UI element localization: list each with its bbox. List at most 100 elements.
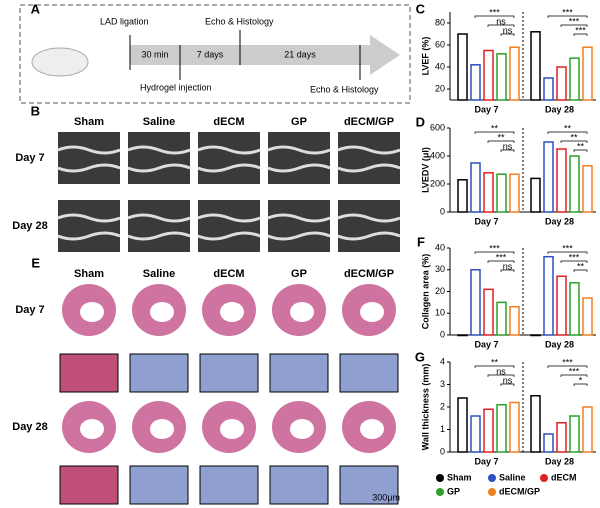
sig-label: ns bbox=[503, 25, 513, 35]
sig-bracket bbox=[500, 33, 515, 36]
heart-lumen bbox=[360, 302, 384, 322]
panel-a-box bbox=[19, 4, 411, 104]
sig-label: ** bbox=[570, 132, 578, 142]
echo-image bbox=[198, 200, 260, 252]
bar bbox=[457, 334, 468, 337]
y-tick-label: 3 bbox=[440, 379, 445, 389]
heart-lumen bbox=[220, 302, 244, 322]
sig-label: *** bbox=[575, 25, 586, 35]
group-label: Sham bbox=[74, 116, 104, 128]
group-label: dECM bbox=[213, 268, 244, 280]
group-label: Saline bbox=[143, 268, 175, 280]
bar bbox=[483, 408, 494, 453]
y-tick-label: 4 bbox=[440, 356, 445, 366]
timeline-label: Echo & Histology bbox=[310, 84, 379, 94]
echo-image bbox=[268, 200, 330, 252]
y-tick-label: 0 bbox=[440, 206, 445, 216]
bar bbox=[543, 433, 554, 453]
panel-label: C bbox=[416, 1, 426, 16]
group-label: GP bbox=[291, 268, 307, 280]
bar bbox=[509, 46, 520, 101]
sig-bracket bbox=[573, 383, 588, 386]
bar bbox=[543, 77, 554, 101]
bar bbox=[457, 179, 468, 213]
legend-marker bbox=[488, 488, 496, 496]
y-tick-label: 20 bbox=[435, 83, 445, 93]
interval-label: 21 days bbox=[284, 49, 316, 59]
x-tick-label: Day 7 bbox=[474, 339, 498, 349]
bar bbox=[543, 255, 554, 336]
row-label: Day 28 bbox=[12, 220, 47, 232]
y-tick-label: 40 bbox=[435, 61, 445, 71]
echo-image bbox=[338, 132, 400, 184]
y-tick-label: 0 bbox=[440, 446, 445, 456]
sig-label: ** bbox=[491, 357, 499, 367]
panel-label: B bbox=[31, 103, 40, 118]
y-tick-label: 600 bbox=[430, 122, 445, 132]
sig-label: ** bbox=[497, 132, 505, 142]
bar bbox=[556, 148, 567, 213]
sig-bracket bbox=[487, 140, 515, 143]
legend-marker bbox=[436, 488, 444, 496]
bar bbox=[582, 165, 593, 213]
bar bbox=[457, 33, 468, 101]
zoom-image bbox=[59, 465, 119, 505]
echo-trace bbox=[337, 145, 401, 173]
legend-marker bbox=[488, 474, 496, 482]
zoom-image bbox=[129, 465, 189, 505]
x-tick-label: Day 28 bbox=[545, 339, 574, 349]
sig-label: * bbox=[579, 375, 583, 385]
bar bbox=[509, 173, 520, 213]
bar bbox=[582, 406, 593, 453]
sig-label: *** bbox=[569, 252, 580, 262]
sig-label: ns bbox=[503, 141, 513, 151]
bar bbox=[530, 334, 541, 337]
timeline-arrow bbox=[130, 35, 400, 75]
y-tick-label: 60 bbox=[435, 39, 445, 49]
echo-trace bbox=[127, 145, 191, 173]
bar bbox=[470, 64, 481, 101]
y-tick-label: 1 bbox=[440, 424, 445, 434]
zoom-image bbox=[269, 465, 329, 505]
scale-bar-label: 300μm bbox=[372, 492, 400, 502]
bar bbox=[569, 415, 580, 453]
x-tick-label: Day 28 bbox=[545, 456, 574, 466]
heart-lumen bbox=[290, 419, 314, 439]
sig-bracket bbox=[547, 15, 588, 18]
sig-bracket bbox=[547, 365, 588, 368]
y-tick-label: 80 bbox=[435, 17, 445, 27]
bar bbox=[530, 31, 541, 101]
sig-label: ns bbox=[496, 16, 506, 26]
echo-image bbox=[58, 200, 120, 252]
bar bbox=[470, 269, 481, 336]
sig-label: *** bbox=[569, 366, 580, 376]
panel-label: E bbox=[31, 255, 40, 270]
sig-label: *** bbox=[496, 252, 507, 262]
y-tick-label: 10 bbox=[435, 308, 445, 318]
group-label: dECM/GP bbox=[344, 268, 394, 280]
echo-trace bbox=[267, 213, 331, 241]
bar bbox=[483, 49, 494, 101]
zoom-image bbox=[199, 353, 259, 393]
group-label: dECM bbox=[213, 116, 244, 128]
echo-image bbox=[128, 132, 190, 184]
bar bbox=[556, 275, 567, 336]
sig-bracket bbox=[560, 24, 588, 27]
zoom-image bbox=[339, 353, 399, 393]
bar bbox=[496, 53, 507, 101]
image-panels bbox=[57, 132, 401, 505]
y-axis-label: Wall thickness (mm) bbox=[420, 364, 430, 451]
x-tick-label: Day 28 bbox=[545, 216, 574, 226]
x-tick-label: Day 7 bbox=[474, 216, 498, 226]
bar bbox=[509, 401, 520, 453]
bar bbox=[457, 397, 468, 453]
heart-lumen bbox=[80, 419, 104, 439]
panel-label: G bbox=[415, 349, 425, 364]
bar bbox=[569, 282, 580, 336]
sig-bracket bbox=[474, 251, 515, 254]
group-label: Saline bbox=[143, 116, 175, 128]
bar bbox=[569, 155, 580, 213]
bar bbox=[582, 297, 593, 336]
mouse bbox=[31, 47, 89, 77]
zoom-image bbox=[339, 465, 399, 505]
